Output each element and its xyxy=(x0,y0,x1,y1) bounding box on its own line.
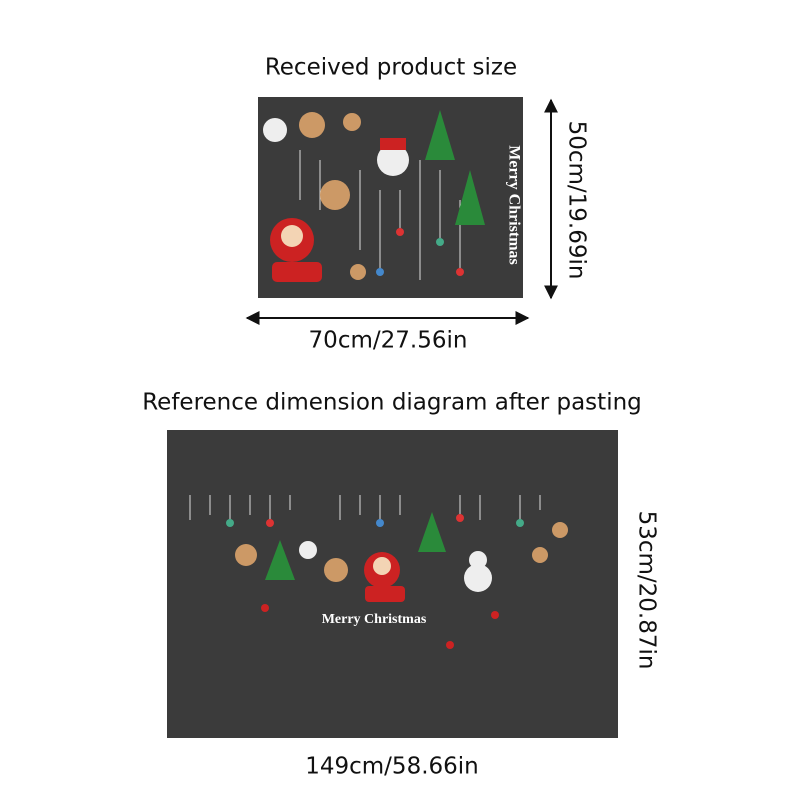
sticker-text: Merry Christmas xyxy=(322,612,427,627)
section-title: Reference dimension diagram after pastin… xyxy=(142,390,642,416)
pasted-preview: Merry Christmas xyxy=(167,430,618,738)
height-label: 53cm/20.87in xyxy=(634,511,660,670)
sticker-sheet: Merry Christmas xyxy=(258,97,523,298)
height-label: 50cm/19.69in xyxy=(564,121,590,280)
width-label: 149cm/58.66in xyxy=(305,754,479,780)
section-title: Received product size xyxy=(265,55,517,81)
sticker-text: Merry Christmas xyxy=(505,145,522,265)
width-label: 70cm/27.56in xyxy=(309,328,468,354)
